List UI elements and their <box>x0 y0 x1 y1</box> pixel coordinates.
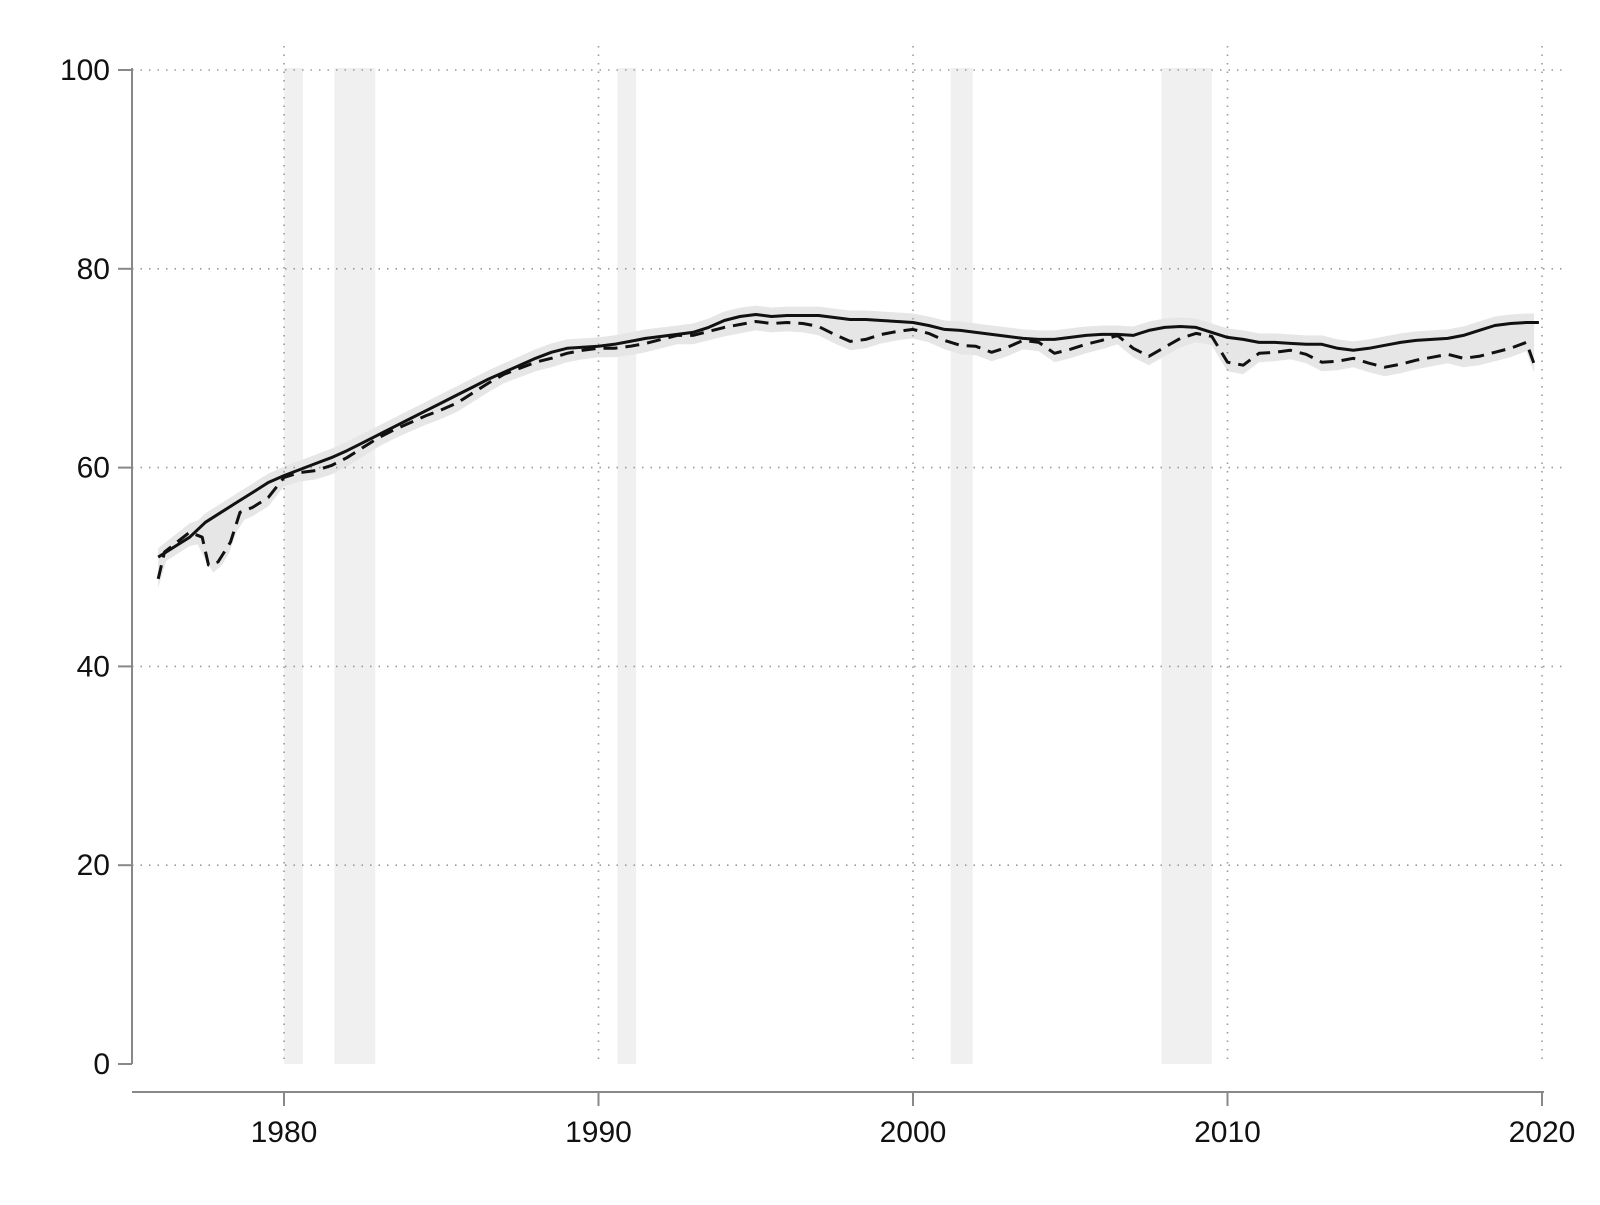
gridlines-layer <box>132 46 1562 1064</box>
y-tick-label-100: 100 <box>60 54 110 87</box>
series-layer <box>156 313 1539 580</box>
recession-shade-3 <box>617 68 637 1064</box>
x-tick-label-2020: 2020 <box>1509 1116 1576 1149</box>
series-line-solid <box>157 313 1539 559</box>
x-tick-label-1980: 1980 <box>251 1116 318 1149</box>
y-tick-label-20: 20 <box>77 849 110 882</box>
y-tick-label-80: 80 <box>77 253 110 286</box>
x-tick-label-2010: 2010 <box>1194 1116 1261 1149</box>
recession-shade-2 <box>334 68 376 1064</box>
recession-shade-5 <box>1161 68 1212 1064</box>
recession-shading-layer <box>284 68 1212 1064</box>
axes-layer <box>118 68 1544 1106</box>
recession-shade-4 <box>950 68 973 1064</box>
x-tick-label-1990: 1990 <box>565 1116 632 1149</box>
y-tick-label-40: 40 <box>77 650 110 683</box>
recession-shade-1 <box>284 68 303 1064</box>
y-tick-label-60: 60 <box>77 452 110 485</box>
series-line-dashed <box>156 320 1538 580</box>
tick-labels-layer: 0 20 40 60 80 100 1980 1990 2000 2010 2020 <box>60 54 1575 1149</box>
y-tick-label-0: 0 <box>93 1048 110 1081</box>
x-tick-label-2000: 2000 <box>880 1116 947 1149</box>
